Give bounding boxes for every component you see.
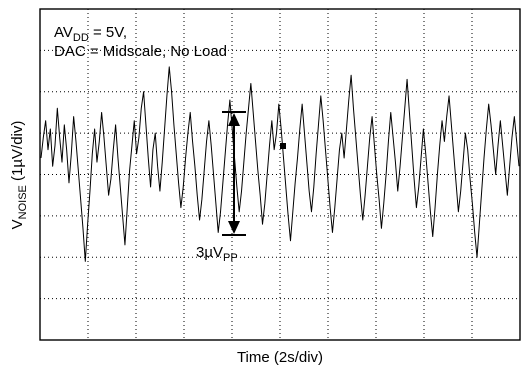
condition-line-1: AVDD = 5V, xyxy=(54,24,127,44)
y-axis-label: VNOISE (1µV/div) xyxy=(9,121,29,230)
peak-to-peak-label: 3µVPP xyxy=(196,244,238,264)
peak-to-peak-marker xyxy=(222,111,246,236)
pp-arrow-down xyxy=(228,221,240,234)
noise-trace xyxy=(40,66,520,262)
condition-line-2: DAC = Midscale, No Load xyxy=(54,43,227,60)
grid xyxy=(40,9,520,340)
x-axis-label: Time (2s/div) xyxy=(237,349,323,366)
trigger-marker xyxy=(280,143,286,149)
pp-arrow-up xyxy=(228,113,240,126)
noise-series-line xyxy=(40,66,520,262)
